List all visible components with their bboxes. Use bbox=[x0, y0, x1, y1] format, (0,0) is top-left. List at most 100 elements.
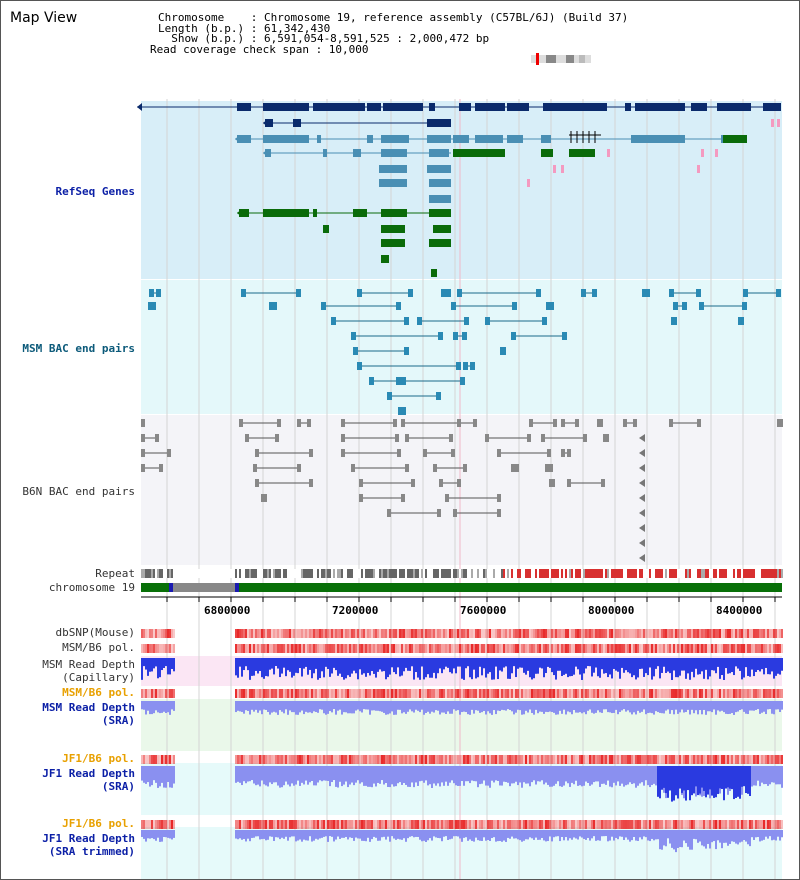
pol-mark bbox=[701, 644, 703, 653]
pol-mark bbox=[559, 820, 561, 829]
pol-mark bbox=[267, 820, 269, 829]
pol-mark bbox=[751, 644, 753, 653]
depth-bar bbox=[483, 658, 485, 669]
pol-mark bbox=[427, 629, 429, 638]
pol-mark bbox=[713, 820, 715, 829]
depth-bar bbox=[483, 701, 485, 712]
depth-bar bbox=[541, 658, 543, 669]
depth-bar bbox=[639, 658, 641, 669]
depth-bar bbox=[339, 766, 341, 782]
info-show: Show (b.p.) : 6,591,054-8,591,525 : 2,00… bbox=[158, 32, 490, 45]
depth-bar bbox=[153, 701, 155, 714]
depth-bar bbox=[639, 766, 641, 784]
depth-bar bbox=[583, 701, 585, 713]
repeat-mark bbox=[491, 569, 493, 578]
pol-mark bbox=[245, 820, 247, 829]
pol-mark bbox=[535, 644, 537, 653]
pol-mark bbox=[771, 689, 773, 698]
repeat-mark bbox=[199, 569, 201, 578]
pol-mark bbox=[537, 755, 539, 764]
pol-mark bbox=[339, 820, 341, 829]
pol-mark bbox=[753, 629, 755, 638]
depth-bar bbox=[455, 766, 457, 786]
pol-mark bbox=[499, 820, 501, 829]
pol-mark bbox=[173, 644, 175, 653]
pol-mark bbox=[379, 629, 381, 638]
depth-bar bbox=[387, 658, 389, 678]
pol-mark bbox=[327, 644, 329, 653]
pol-mark bbox=[335, 689, 337, 698]
depth-bar bbox=[389, 766, 391, 788]
pol-mark bbox=[561, 755, 563, 764]
depth-bar bbox=[697, 701, 699, 715]
depth-bar bbox=[757, 766, 759, 781]
pol-mark bbox=[625, 644, 627, 653]
bac-end bbox=[438, 332, 443, 340]
repeat-mark bbox=[403, 569, 405, 578]
pol-mark bbox=[421, 755, 423, 764]
depth-bar bbox=[341, 701, 343, 715]
pol-mark bbox=[145, 755, 147, 764]
pol-mark bbox=[541, 644, 543, 653]
pol-mark bbox=[517, 755, 519, 764]
bac-end bbox=[457, 419, 461, 427]
bac-end bbox=[439, 479, 443, 487]
pol-mark bbox=[763, 644, 765, 653]
pol-mark bbox=[531, 755, 533, 764]
pol-mark bbox=[557, 629, 559, 638]
repeat-mark bbox=[231, 569, 233, 578]
depth-bar bbox=[475, 830, 477, 838]
pol-mark bbox=[267, 689, 269, 698]
pol-mark bbox=[565, 644, 567, 653]
pol-mark bbox=[509, 644, 511, 653]
depth-bar bbox=[155, 766, 157, 783]
pol-mark bbox=[285, 689, 287, 698]
pol-mark bbox=[393, 755, 395, 764]
pol-mark bbox=[547, 755, 549, 764]
repeat-mark bbox=[721, 569, 723, 578]
pol-mark bbox=[311, 689, 313, 698]
pol-mark bbox=[755, 755, 757, 764]
repeat-mark bbox=[213, 569, 215, 578]
depth-bar bbox=[777, 701, 779, 710]
depth-bar bbox=[523, 830, 525, 841]
pol-mark bbox=[303, 629, 305, 638]
pol-mark bbox=[241, 689, 243, 698]
depth-bar bbox=[515, 766, 517, 782]
depth-bar bbox=[453, 658, 455, 669]
pol-mark bbox=[395, 629, 397, 638]
pol-mark bbox=[623, 755, 625, 764]
pol-mark bbox=[267, 755, 269, 764]
depth-bar bbox=[705, 766, 707, 798]
pol-mark bbox=[375, 755, 377, 764]
depth-bar bbox=[539, 830, 541, 840]
depth-bar bbox=[529, 701, 531, 710]
depth-bar bbox=[403, 658, 405, 672]
repeat-mark bbox=[389, 569, 391, 578]
depth-bar bbox=[385, 658, 387, 680]
repeat-mark bbox=[769, 569, 771, 578]
depth-bar bbox=[367, 766, 369, 787]
pol-mark bbox=[327, 689, 329, 698]
pol-mark bbox=[655, 629, 657, 638]
pol-mark bbox=[711, 820, 713, 829]
depth-bar bbox=[347, 766, 349, 788]
pol-mark bbox=[277, 689, 279, 698]
pol-mark bbox=[505, 755, 507, 764]
pol-mark bbox=[235, 629, 237, 638]
pol-mark bbox=[717, 755, 719, 764]
pol-mark bbox=[701, 689, 703, 698]
depth-bar bbox=[545, 766, 547, 783]
depth-bar bbox=[759, 701, 761, 714]
pol-mark bbox=[781, 755, 783, 764]
pol-mark bbox=[303, 644, 305, 653]
depth-bar bbox=[163, 701, 165, 712]
pol-mark bbox=[169, 629, 171, 638]
depth-bar bbox=[395, 658, 397, 675]
repeat-mark bbox=[643, 569, 645, 578]
pol-mark bbox=[157, 644, 159, 653]
pol-mark bbox=[483, 689, 485, 698]
repeat-mark bbox=[677, 569, 679, 578]
pol-mark bbox=[333, 629, 335, 638]
